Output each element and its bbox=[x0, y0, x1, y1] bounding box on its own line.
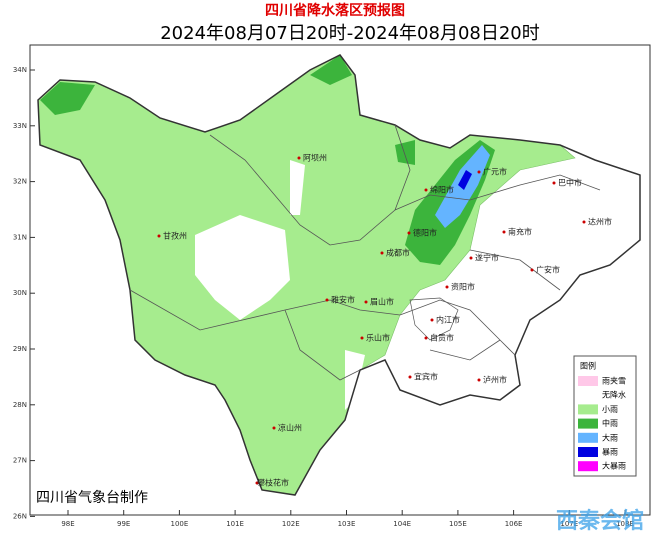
city-dot bbox=[380, 251, 384, 255]
legend-label: 小雨 bbox=[602, 405, 618, 414]
city-dot bbox=[408, 375, 412, 379]
city-dot bbox=[297, 156, 301, 160]
city-label: 遂宁市 bbox=[475, 253, 499, 263]
legend-label: 暴雨 bbox=[602, 448, 618, 457]
lon-label: 100E bbox=[171, 520, 189, 528]
city-dot bbox=[445, 285, 449, 289]
lon-label: 107E bbox=[560, 520, 578, 528]
city-border bbox=[409, 297, 459, 341]
moderate-rain-area bbox=[40, 82, 95, 115]
city-dot bbox=[477, 170, 481, 174]
legend-swatch bbox=[577, 389, 599, 401]
city-label: 德阳市 bbox=[413, 228, 437, 238]
city-label: 乐山市 bbox=[366, 333, 390, 343]
city-label: 宜宾市 bbox=[414, 372, 438, 382]
city-dot bbox=[530, 268, 534, 272]
city-label: 甘孜州 bbox=[163, 231, 187, 241]
legend-label: 大暴雨 bbox=[602, 461, 626, 471]
lat-label: 26N bbox=[13, 512, 27, 520]
city-dot bbox=[582, 220, 586, 224]
lat-label: 30N bbox=[13, 289, 27, 297]
city-dot bbox=[157, 234, 161, 238]
city-label: 内江市 bbox=[436, 315, 460, 325]
moderate-rain-area bbox=[310, 55, 352, 85]
city-label: 泸州市 bbox=[483, 375, 507, 385]
rainstorm-area bbox=[458, 170, 472, 190]
lat-label: 27N bbox=[13, 457, 27, 465]
legend-swatch bbox=[578, 418, 598, 429]
city-dot bbox=[325, 298, 329, 302]
lat-label: 29N bbox=[13, 345, 27, 353]
legend-label: 中雨 bbox=[602, 418, 618, 428]
city-dot bbox=[360, 336, 364, 340]
city-label: 资阳市 bbox=[451, 282, 475, 292]
city-dot bbox=[502, 230, 506, 234]
city-border bbox=[129, 124, 601, 381]
watermark: 西秦会馆 bbox=[556, 508, 644, 534]
city-label: 广元市 bbox=[483, 167, 507, 177]
city-label: 广安市 bbox=[536, 265, 560, 275]
no-rain-area bbox=[345, 350, 365, 410]
legend-swatch bbox=[578, 404, 598, 415]
city-dot bbox=[424, 336, 428, 340]
lon-label: 101E bbox=[226, 520, 244, 528]
lat-label: 34N bbox=[13, 66, 27, 74]
lon-label: 104E bbox=[393, 520, 411, 528]
lon-label: 108E bbox=[616, 520, 634, 528]
city-label: 自贡市 bbox=[430, 333, 454, 343]
city-dot bbox=[364, 300, 368, 304]
city-label: 南充市 bbox=[508, 227, 532, 237]
city-label: 雅安市 bbox=[331, 295, 355, 305]
lon-label: 106E bbox=[505, 520, 523, 528]
moderate-rain-area bbox=[395, 140, 415, 165]
city-dot bbox=[272, 426, 276, 430]
city-dot bbox=[469, 256, 473, 260]
city-dot bbox=[255, 481, 259, 485]
city-label: 达州市 bbox=[588, 217, 612, 227]
legend-title: 图例 bbox=[580, 361, 596, 371]
legend-swatch bbox=[578, 432, 598, 443]
city-dot bbox=[477, 378, 481, 382]
legend-swatch bbox=[578, 461, 598, 472]
legend-label: 无降水 bbox=[602, 390, 626, 400]
footer-credit: 四川省气象台制作 bbox=[36, 490, 148, 506]
lon-label: 105E bbox=[449, 520, 467, 528]
lon-label: 98E bbox=[61, 520, 74, 528]
legend-label: 雨夹雪 bbox=[602, 376, 626, 386]
lon-label: 103E bbox=[338, 520, 356, 528]
city-dot bbox=[552, 181, 556, 185]
city-label: 巴中市 bbox=[558, 178, 582, 188]
legend-box bbox=[573, 355, 637, 477]
city-label: 攀枝花市 bbox=[257, 478, 289, 488]
lat-label: 33N bbox=[13, 122, 27, 130]
legend-swatch bbox=[578, 376, 598, 386]
legend-swatch bbox=[578, 447, 598, 457]
city-dot bbox=[430, 318, 434, 322]
lat-label: 32N bbox=[13, 178, 27, 186]
lon-label: 99E bbox=[117, 520, 130, 528]
map-subtitle: 2024年08月07日20时-2024年08月08日20时 bbox=[160, 23, 540, 44]
city-dot bbox=[424, 188, 428, 192]
province-border bbox=[37, 54, 641, 496]
no-rain-area bbox=[195, 215, 290, 320]
lat-label: 28N bbox=[13, 401, 27, 409]
map-title: 四川省降水落区预报图 bbox=[265, 2, 405, 19]
city-label: 眉山市 bbox=[370, 297, 394, 307]
city-dot bbox=[407, 231, 411, 235]
city-label: 绵阳市 bbox=[430, 185, 454, 195]
lon-label: 102E bbox=[282, 520, 300, 528]
legend-label: 大雨 bbox=[602, 432, 618, 442]
city-label: 成都市 bbox=[386, 248, 410, 258]
city-label: 阿坝州 bbox=[303, 154, 327, 163]
no-rain-area bbox=[290, 160, 305, 215]
city-label: 凉山州 bbox=[278, 423, 302, 433]
lat-label: 31N bbox=[13, 233, 27, 241]
